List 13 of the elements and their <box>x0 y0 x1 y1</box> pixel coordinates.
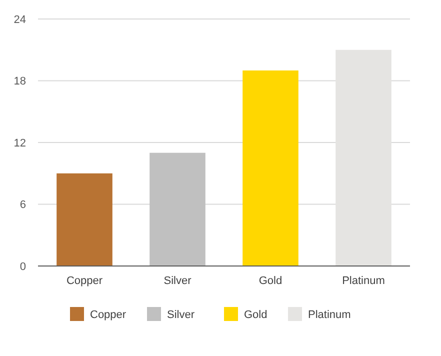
legend-label: Silver <box>167 308 195 321</box>
legend-label: Platinum <box>308 308 351 321</box>
y-tick-label: 18 <box>14 76 26 88</box>
y-tick-label: 6 <box>20 199 26 212</box>
x-tick-label: Platinum <box>342 275 385 287</box>
x-tick-label: Silver <box>164 275 192 287</box>
legend-label: Copper <box>90 308 126 321</box>
x-tick-label: Copper <box>66 275 103 287</box>
y-tick-label: 12 <box>14 137 26 150</box>
x-tick-label: Gold <box>258 275 282 287</box>
legend-label: Gold <box>244 308 268 321</box>
y-tick-label: 0 <box>20 260 26 273</box>
y-tick-label: 24 <box>14 14 26 26</box>
